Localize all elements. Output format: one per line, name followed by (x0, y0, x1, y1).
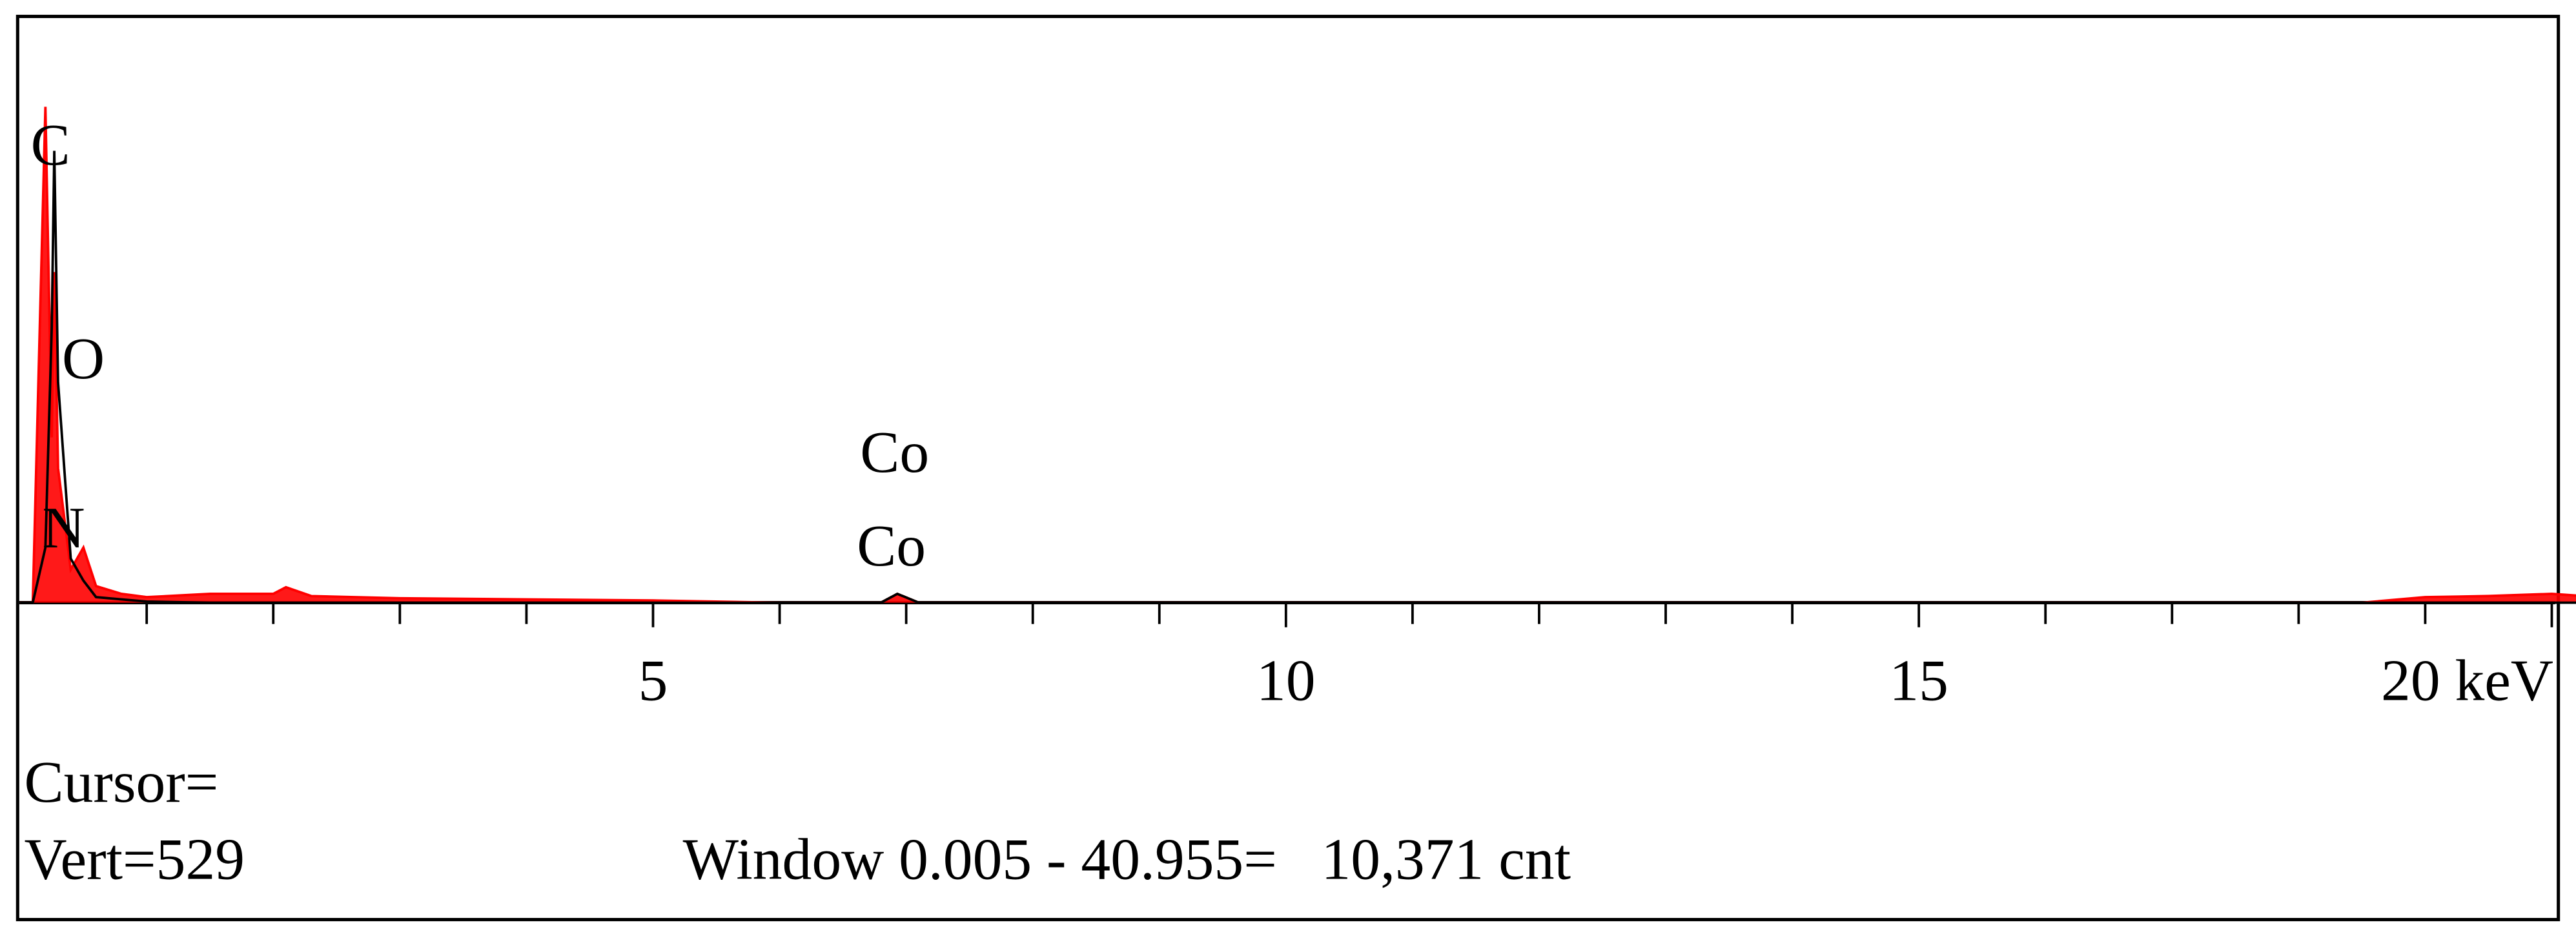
x-tick-label: 5 (639, 647, 668, 713)
peak-label: N (42, 494, 85, 560)
window-readout: Window 0.005 - 40.955= 10,371 cnt (683, 826, 1571, 892)
fit-line (20, 150, 2576, 604)
x-tick-label: 10 (1256, 647, 1316, 713)
peak-label: Co (857, 513, 926, 578)
peak-label: O (62, 325, 105, 391)
x-tick-label: 15 (1889, 647, 1948, 713)
peak-label: C (31, 112, 70, 178)
peak-label: Co (860, 419, 929, 485)
frame (15, 14, 2561, 922)
vert-readout: Vert=529 (25, 826, 245, 892)
x-tick-label: 20 keV (2381, 647, 2553, 713)
cursor-readout: Cursor= (25, 749, 219, 815)
